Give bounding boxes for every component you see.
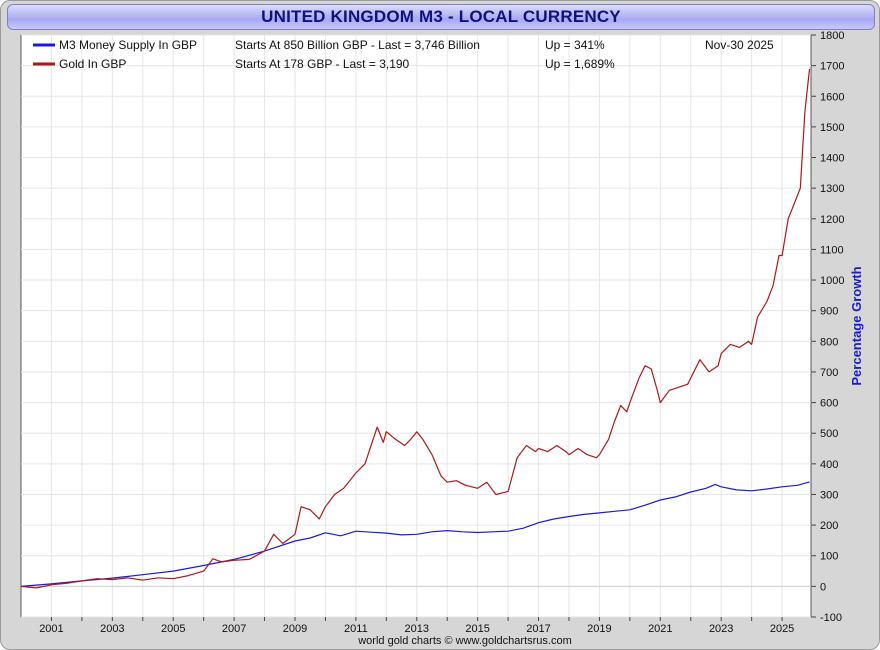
y-tick-label: 800 bbox=[820, 336, 838, 348]
x-axis-ticks: 2001 2003 2005 2007 2009 2011 2013 2015 2017 2019… bbox=[39, 617, 794, 635]
y-tick-label: 300 bbox=[820, 489, 838, 501]
legend-name-gold: Gold In GBP bbox=[59, 57, 126, 71]
series-line-m3 bbox=[20, 481, 810, 587]
y-tick-label: 1200 bbox=[820, 214, 844, 226]
x-tick-label: 2005 bbox=[161, 623, 185, 635]
legend-growth-gold: Up = 1,689% bbox=[545, 57, 615, 71]
series-lines bbox=[20, 68, 811, 589]
legend-info-m3: Starts At 850 Billion GBP - Last = 3,746… bbox=[235, 38, 480, 52]
x-tick-label: 2009 bbox=[283, 623, 307, 635]
legend-info-gold: Starts At 178 GBP - Last = 3,190 bbox=[235, 57, 410, 71]
x-tick-label: 2013 bbox=[405, 623, 429, 635]
x-tick-label: 2017 bbox=[526, 623, 550, 635]
x-tick-label: 2007 bbox=[222, 623, 246, 635]
y-tick-label: 1400 bbox=[820, 153, 844, 165]
y-tick-label: 900 bbox=[820, 306, 838, 318]
legend-name-m3: M3 Money Supply In GBP bbox=[59, 38, 197, 52]
y-tick-label: 600 bbox=[820, 398, 838, 410]
y-axis-ticks: -100 0 100 200 300 400 500 600 700 800 900 1000 1100… bbox=[811, 30, 844, 624]
y-tick-label: 1600 bbox=[820, 91, 844, 103]
y-tick-label: 1000 bbox=[820, 275, 844, 287]
y-tick-label: 1300 bbox=[820, 183, 844, 195]
y-tick-label: 1700 bbox=[820, 61, 844, 73]
title-banner: UNITED KINGDOM M3 - LOCAL CURRENCY bbox=[7, 4, 875, 30]
x-tick-label: 2023 bbox=[709, 623, 733, 635]
y-tick-label: -100 bbox=[820, 612, 842, 624]
series-line-gold bbox=[20, 68, 811, 589]
y-tick-label: 1500 bbox=[820, 122, 844, 134]
y-tick-label: 200 bbox=[820, 520, 838, 532]
y-tick-label: 700 bbox=[820, 367, 838, 379]
y-axis-label: Percentage Growth bbox=[849, 266, 864, 385]
x-tick-label: 2001 bbox=[39, 623, 63, 635]
chart-title: UNITED KINGDOM M3 - LOCAL CURRENCY bbox=[261, 7, 621, 26]
y-tick-label: 500 bbox=[820, 428, 838, 440]
x-tick-label: 2011 bbox=[344, 623, 368, 635]
legend-growth-m3: Up = 341% bbox=[545, 38, 605, 52]
x-tick-label: 2021 bbox=[648, 623, 672, 635]
x-tick-label: 2003 bbox=[100, 623, 124, 635]
date-label: Nov-30 2025 bbox=[705, 38, 774, 52]
y-tick-label: 400 bbox=[820, 459, 838, 471]
y-tick-label: 0 bbox=[820, 581, 826, 593]
y-tick-label: 1800 bbox=[820, 30, 844, 42]
x-tick-label: 2025 bbox=[770, 623, 794, 635]
plot-area bbox=[20, 34, 812, 618]
y-tick-label: 1100 bbox=[820, 244, 844, 256]
x-tick-label: 2015 bbox=[465, 623, 489, 635]
credit-text: world gold charts © www.goldchartsrus.co… bbox=[357, 635, 572, 647]
y-tick-label: 100 bbox=[820, 551, 838, 563]
x-tick-label: 2019 bbox=[587, 623, 611, 635]
